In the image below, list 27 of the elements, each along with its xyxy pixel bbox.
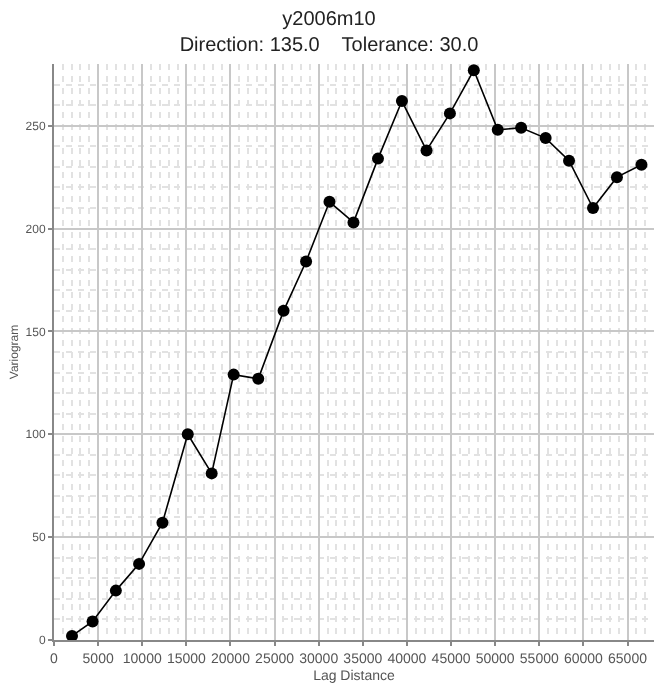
- point: [181, 428, 194, 441]
- point: [300, 255, 313, 268]
- point: [635, 158, 648, 171]
- point: [515, 121, 528, 134]
- point: [587, 202, 600, 214]
- point: [66, 629, 78, 640]
- point: [491, 123, 504, 136]
- point: [156, 516, 169, 529]
- point: [133, 557, 146, 570]
- point: [277, 304, 290, 317]
- point: [86, 615, 99, 628]
- chart-title: y2006m10: [282, 9, 377, 32]
- point: [372, 152, 384, 165]
- point: [563, 154, 576, 167]
- chart-subtitle: Direction: 135.0 Tolerance: 30.0: [179, 35, 480, 58]
- point: [252, 372, 265, 385]
- point: [610, 171, 623, 184]
- point: [109, 584, 122, 597]
- point: [347, 216, 360, 229]
- point: [443, 107, 456, 120]
- point: [467, 64, 480, 77]
- point: [227, 368, 240, 381]
- point: [539, 132, 552, 145]
- point: [205, 467, 218, 480]
- point: [420, 144, 433, 157]
- point: [395, 95, 408, 108]
- point: [323, 195, 336, 208]
